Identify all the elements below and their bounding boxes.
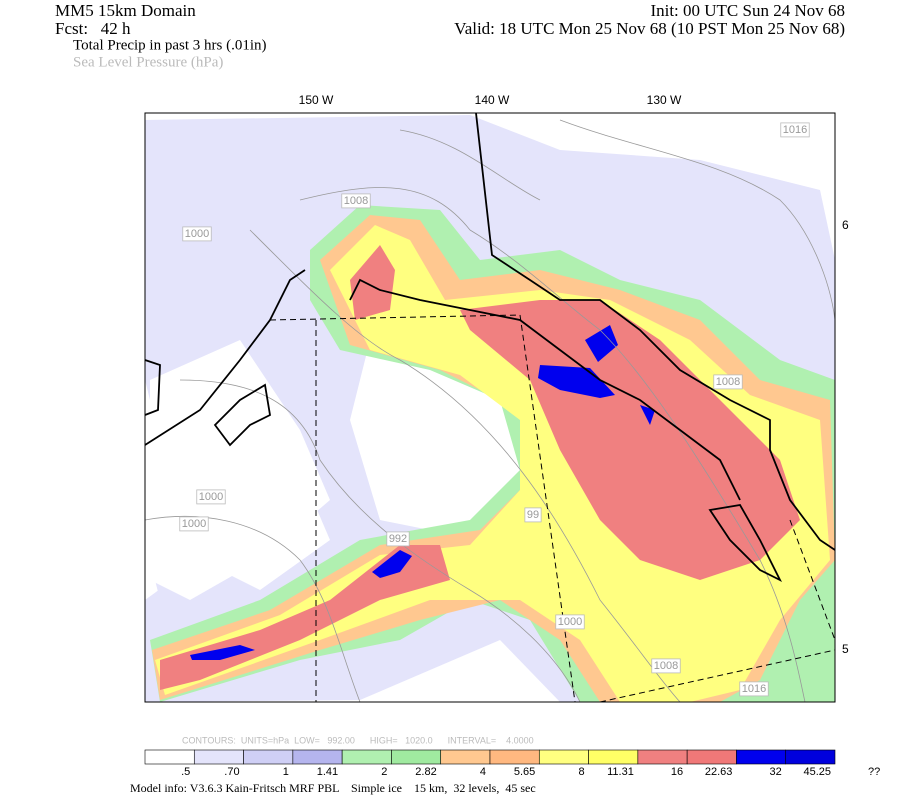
contour-label: 1016 [742,683,766,695]
colorbar-label: 1.41 [317,766,338,778]
colorbar-swatch [489,749,540,765]
colorbar-label: 1 [283,766,289,778]
colorbar-label: ?? [868,766,880,778]
colorbar-swatch [144,749,195,765]
colorbar-label: 16 [671,766,683,778]
contour-label: 1016 [783,124,807,136]
colorbar-swatch [736,749,787,765]
colorbar-label: 2 [381,766,387,778]
colorbar-label: 5.65 [514,766,535,778]
contour-label-box [555,614,585,630]
contour-label: 1008 [716,376,740,388]
contour-label-box [196,489,226,505]
contour-label: 1000 [185,228,209,240]
valid-time: Valid: 18 UTC Mon 25 Nov 68 (10 PST Mon … [454,19,845,38]
colorbar-swatch [193,749,244,765]
footer: Model info: V3.6.3 Kain-Fritsch MRF PBL … [130,781,536,795]
field-label: Total Precip in past 3 hrs (.01in) [73,37,267,53]
contour-label: 1000 [558,616,582,628]
contour-label-box [651,658,681,674]
contour-label-box [713,374,743,390]
contour-label: 1000 [199,491,223,503]
contour-label: 99 [527,509,539,521]
contour-label-box [780,122,810,138]
contour-label-box [739,681,769,697]
contour-label: 1008 [654,660,678,672]
contour-label-box [179,516,209,532]
latitude-label: 6 [842,218,849,232]
colorbar-label: 2.82 [415,766,436,778]
colorbar-label: .70 [224,766,239,778]
map-labels: 150 W 140 W 130 W 6 5 1016 1008 1000 1008 1000 100… [179,93,849,697]
contour-info: CONTOURS: UNITS=hPa LOW= 992.00 HIGH= 10… [182,735,534,745]
contour-label-box [341,193,371,209]
contour-label: 1008 [344,195,368,207]
colorbar-label: 11.31 [607,766,634,778]
colorbar-swatch [637,749,688,765]
colorbar-swatch [538,749,589,765]
precip-blue [190,325,655,660]
colorbar-label: 22.63 [705,766,733,778]
clear-area [150,340,330,600]
contour-label-box [182,226,212,242]
forecast: Fcst: 42 h [55,19,131,38]
contour-label-box [524,507,542,523]
colorbar-swatch [391,749,442,765]
colorbar-swatch [785,749,836,765]
map-frame [144,112,836,703]
init-time: Init: 00 UTC Sun 24 Nov 68 [650,1,845,20]
colorbar-label: 4 [480,766,486,778]
colorbar-label: 8 [578,766,584,778]
title: MM5 15km Domain [55,1,196,20]
colorbar: .5 .70 1 1.41 2 2.82 4 5.65 8 11.31 16 22.63 32 45.25… [144,749,880,778]
contour-label-box [386,531,410,547]
coastline [144,112,836,583]
colorbar-swatch [440,749,491,765]
colorbar-swatch [243,749,294,765]
field-label: Sea Level Pressure (hPa) [73,54,223,70]
colorbar-label: .5 [181,766,190,778]
longitude-label: 150 W [299,93,334,107]
contour-label: 992 [389,533,407,545]
colorbar-swatch [341,749,392,765]
colorbar-swatch [686,749,737,765]
colorbar-swatch [588,749,639,765]
colorbar-swatch [292,749,343,765]
latitude-label: 5 [842,642,849,656]
longitude-label: 130 W [647,93,682,107]
contour-label: 1000 [182,518,206,530]
colorbar-label: 45.25 [803,766,831,778]
colorbar-label: 32 [769,766,781,778]
longitude-label: 140 W [475,93,510,107]
map [144,112,836,703]
border-line [269,314,836,703]
